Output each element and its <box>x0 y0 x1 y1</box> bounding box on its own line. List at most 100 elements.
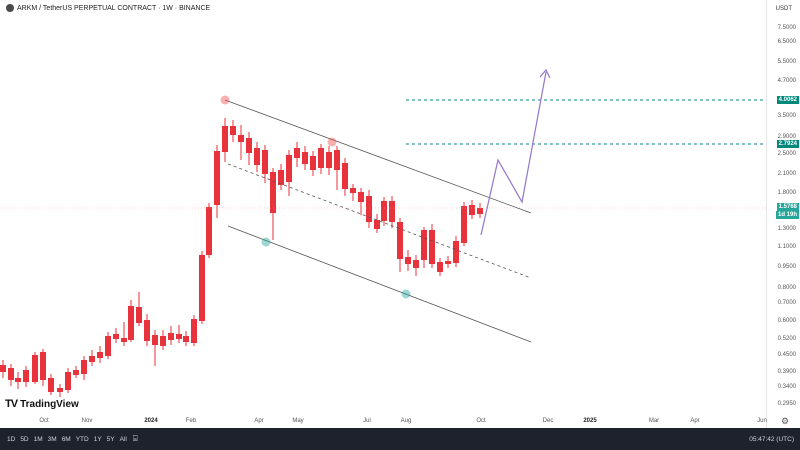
candle-body <box>176 334 182 339</box>
touch-point-marker <box>220 95 230 105</box>
timeframe-1d[interactable]: 1D <box>7 435 16 443</box>
candle-body <box>461 206 467 243</box>
symbol-title-text: ARKM / TetherUS PERPETUAL CONTRACT · 1W … <box>17 4 211 12</box>
price-tick-label: 0.4500 <box>777 352 796 358</box>
candle-body <box>199 255 205 321</box>
candle-body <box>40 352 46 380</box>
candle-body <box>65 372 71 390</box>
candle-body <box>152 335 158 345</box>
candle-body <box>144 320 150 341</box>
time-tick-label: 2025 <box>583 418 597 424</box>
timeframe-ytd[interactable]: YTD <box>75 435 89 443</box>
price-tick-label: 2.5000 <box>777 151 796 157</box>
timeframe-1y[interactable]: 1Y <box>93 435 102 443</box>
price-axis[interactable]: USDT 7.5000 6.5000 5.5000 4.7000 3.5000 2.900… <box>766 0 800 428</box>
time-tick-label: May <box>292 418 304 424</box>
candle-body <box>222 126 228 152</box>
timeframe-5d[interactable]: 5D <box>20 435 29 443</box>
price-badge: 2.7924 <box>776 140 799 148</box>
price-badge: 4.0062 <box>776 96 799 104</box>
countdown-badge: 1d 19h <box>775 211 799 219</box>
time-tick-label: Aug <box>400 418 412 424</box>
bottom-toolbar: 1D 5D 1M 3M 6M YTD 1Y 5Y All ⌸ 05:47:42 … <box>0 428 800 450</box>
candle-body <box>73 370 79 375</box>
timeframe-all[interactable]: All <box>119 435 127 443</box>
candlestick-chart[interactable] <box>0 0 766 428</box>
channel-lower-line[interactable] <box>227 225 532 343</box>
candle-body <box>445 261 451 264</box>
price-tick-label: 5.5000 <box>777 59 796 65</box>
candle-body <box>302 152 308 164</box>
candle-body <box>238 135 244 142</box>
candle-body <box>453 241 459 263</box>
candle-body <box>168 333 174 340</box>
date-range-icon[interactable]: ⌸ <box>132 434 138 443</box>
time-tick-label: Feb <box>185 418 197 424</box>
candle-body <box>128 306 134 340</box>
candle-body <box>230 126 236 135</box>
candle-body <box>136 307 142 323</box>
gear-icon[interactable]: ⚙ <box>780 416 790 426</box>
time-tick-label: Oct <box>39 418 49 424</box>
candle-body <box>262 150 268 174</box>
price-tick-label: 7.5000 <box>777 25 796 31</box>
candle-body <box>183 336 189 342</box>
time-tick-label: Jul <box>363 418 371 424</box>
candle-body <box>0 365 6 372</box>
candles <box>0 118 483 397</box>
candle-body <box>334 150 340 170</box>
candle-body <box>350 188 356 193</box>
touch-point-marker <box>401 289 411 299</box>
time-tick-label: Apr <box>254 418 264 424</box>
timeframe-1m[interactable]: 1M <box>33 435 43 443</box>
timeframe-6m[interactable]: 6M <box>61 435 71 443</box>
timeframe-5y[interactable]: 5Y <box>106 435 115 443</box>
candle-body <box>413 260 419 268</box>
candle-body <box>358 192 364 202</box>
candle-body <box>294 148 300 158</box>
candle-body <box>381 201 387 221</box>
time-tick-label: 2024 <box>144 418 158 424</box>
candle-body <box>254 148 260 165</box>
candle-body <box>318 148 324 168</box>
candle-body <box>97 352 103 358</box>
symbol-title: ARKM / TetherUS PERPETUAL CONTRACT · 1W … <box>6 4 210 12</box>
candle-body <box>366 196 372 222</box>
candle-body <box>23 370 29 382</box>
currency-label[interactable]: USDT <box>775 6 792 12</box>
chart-area[interactable] <box>0 0 766 428</box>
time-tick-label: Apr <box>690 418 700 424</box>
candle-body <box>469 205 475 215</box>
candle-body <box>81 360 87 374</box>
touch-point-marker <box>327 137 337 147</box>
price-tick-label: 0.3900 <box>777 369 796 375</box>
time-tick-label: Oct <box>476 418 486 424</box>
candle-body <box>121 338 127 342</box>
price-tick-label: 0.9500 <box>777 264 796 270</box>
projection-path[interactable] <box>480 71 547 236</box>
candle-body <box>15 378 21 382</box>
candle-body <box>32 355 38 382</box>
price-tick-label: 0.2950 <box>777 401 796 407</box>
candle-body <box>310 156 316 170</box>
candle-body <box>270 172 276 213</box>
price-tick-label: 2.1000 <box>777 171 796 177</box>
price-tick-label: 0.5200 <box>777 336 796 342</box>
candle-body <box>429 230 435 264</box>
price-tick-label: 2.9000 <box>777 134 796 140</box>
candle-body <box>113 334 119 339</box>
candle-body <box>374 220 380 229</box>
candle-body <box>278 170 284 185</box>
utc-clock[interactable]: 05:47:42 (UTC) <box>749 435 794 443</box>
time-tick-label: Nov <box>81 418 93 424</box>
candle-body <box>191 319 197 343</box>
tradingview-brand: TradingView <box>20 398 79 410</box>
drawings <box>0 68 766 343</box>
candle-body <box>246 138 252 153</box>
channel-upper-line[interactable] <box>224 99 532 214</box>
candle-body <box>214 151 220 205</box>
price-tick-label: 1.8000 <box>777 190 796 196</box>
projection-arrowhead <box>539 68 551 79</box>
timeframe-3m[interactable]: 3M <box>47 435 57 443</box>
candle-body <box>8 368 14 380</box>
